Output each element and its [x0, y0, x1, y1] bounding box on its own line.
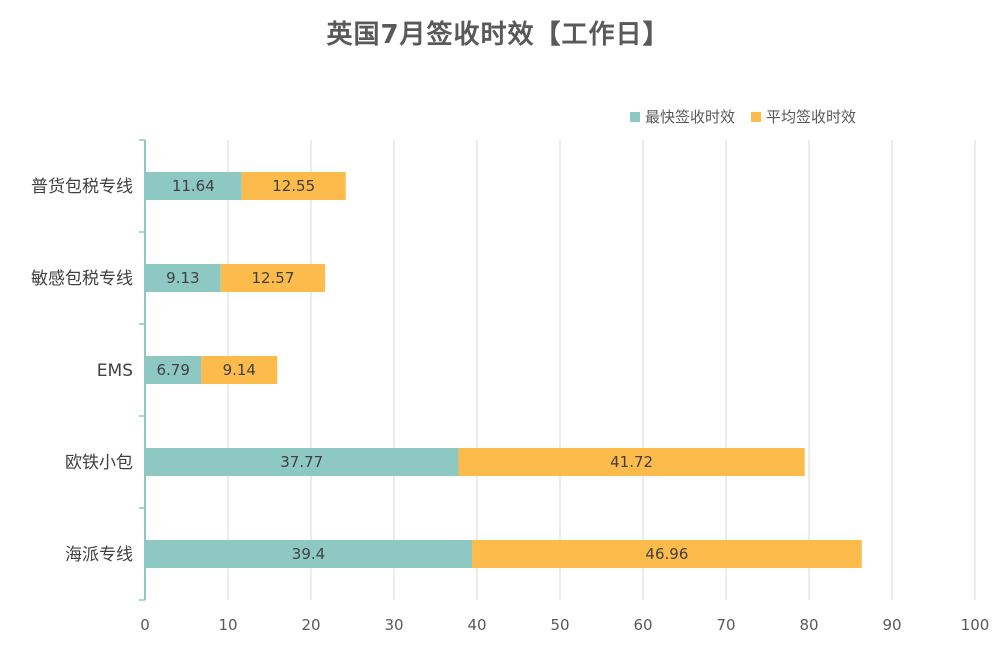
data-label-1-4: 46.96 [645, 545, 688, 563]
x-tick-label-20: 20 [301, 616, 320, 634]
data-label-1-3: 41.72 [610, 453, 653, 471]
x-tick-label-40: 40 [467, 616, 486, 634]
legend-label-average: 平均签收时效 [765, 108, 856, 126]
bar-1-0 [241, 172, 346, 200]
x-tick-label-0: 0 [140, 616, 150, 634]
x-tick-label-80: 80 [799, 616, 818, 634]
category-label-3: 欧铁小包 [65, 453, 133, 473]
bar-0-1 [145, 264, 221, 292]
x-tick-label-50: 50 [550, 616, 569, 634]
data-label-0-1: 9.13 [166, 269, 199, 287]
legend: 最快签收时效 平均签收时效 [629, 106, 856, 127]
x-tick-label-30: 30 [384, 616, 403, 634]
category-label-1: 敏感包税专线 [31, 269, 133, 289]
legend-swatch-fastest [629, 111, 640, 122]
data-label-0-2: 6.79 [156, 361, 189, 379]
bar-1-4 [472, 540, 862, 568]
bar-0-2 [145, 356, 202, 384]
bar-0-4 [145, 540, 473, 568]
category-label-0: 普货包税专线 [31, 177, 133, 197]
data-label-0-3: 37.77 [280, 453, 323, 471]
bar-1-3 [458, 448, 805, 476]
category-label-2: EMS [97, 361, 133, 381]
chart-title: 英国7月签收时效【工作日】 [326, 20, 670, 50]
x-tick-label-10: 10 [218, 616, 237, 634]
data-label-0-0: 11.64 [172, 177, 215, 195]
x-tick-label-100: 100 [961, 616, 990, 634]
data-label-1-2: 9.14 [223, 361, 256, 379]
legend-swatch-average [750, 111, 761, 122]
legend-item-fastest: 最快签收时效 [629, 106, 735, 127]
bar-1-1 [220, 264, 326, 292]
x-tick-label-60: 60 [633, 616, 652, 634]
category-label-4: 海派专线 [65, 545, 133, 565]
bar-0-0 [145, 172, 242, 200]
x-tick-label-70: 70 [716, 616, 735, 634]
bar-1-2 [201, 356, 278, 384]
data-label-1-1: 12.57 [251, 269, 294, 287]
data-label-0-4: 39.4 [292, 545, 325, 563]
data-label-1-0: 12.55 [272, 177, 315, 195]
legend-item-average: 平均签收时效 [750, 106, 856, 127]
bar-0-3 [145, 448, 459, 476]
legend-label-fastest: 最快签收时效 [644, 108, 735, 126]
x-tick-label-90: 90 [882, 616, 901, 634]
